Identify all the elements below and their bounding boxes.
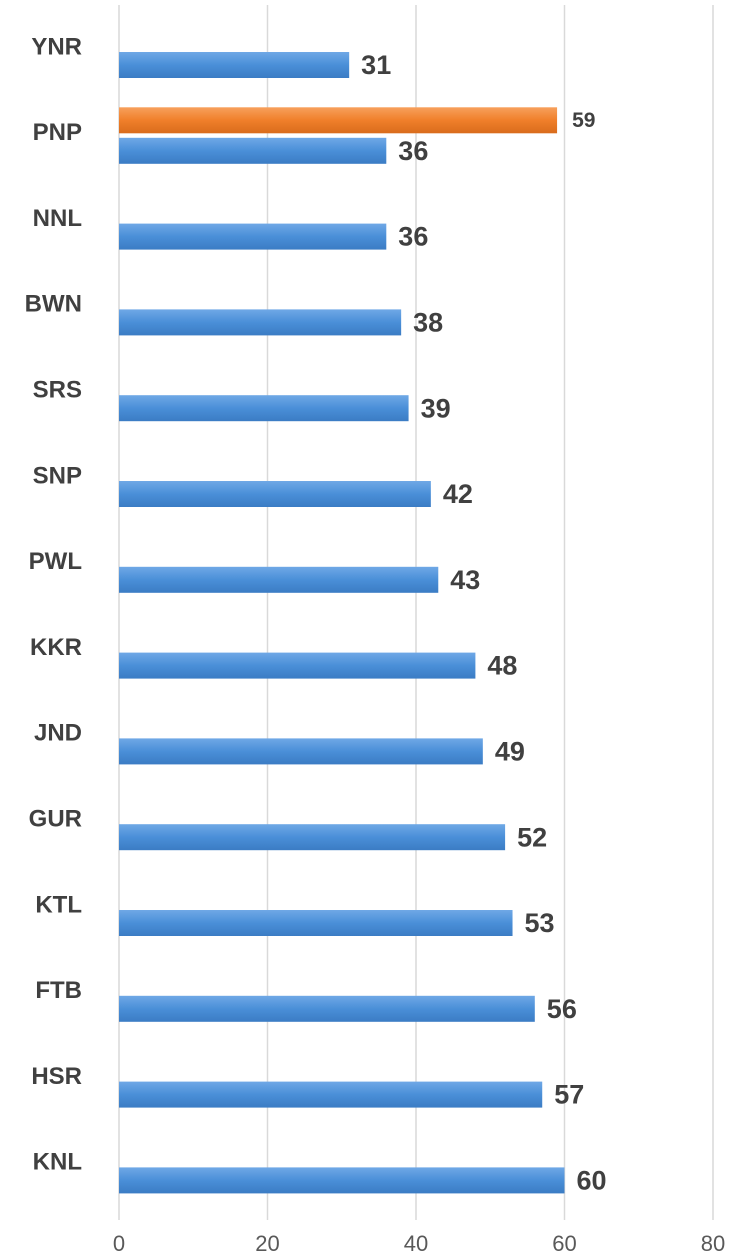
category-label: SRS bbox=[33, 377, 82, 404]
category-label: FTB bbox=[35, 977, 82, 1004]
category-label: NNL bbox=[33, 205, 82, 232]
category-label: PWL bbox=[29, 548, 82, 575]
data-label: 48 bbox=[487, 651, 517, 681]
data-label: 49 bbox=[495, 737, 525, 767]
x-tick-label: 0 bbox=[113, 1231, 125, 1256]
category-label: KTL bbox=[35, 891, 82, 918]
data-label: 36 bbox=[398, 136, 428, 166]
category-label: JND bbox=[34, 720, 82, 747]
bar bbox=[119, 910, 513, 936]
data-label: 57 bbox=[554, 1080, 584, 1110]
bar bbox=[119, 223, 387, 250]
data-label: 31 bbox=[361, 50, 391, 80]
data-label: 43 bbox=[450, 565, 480, 595]
category-label: BWN bbox=[25, 291, 82, 318]
category-label: SNP bbox=[33, 462, 82, 489]
data-label: 59 bbox=[572, 109, 595, 132]
data-label: 56 bbox=[547, 994, 577, 1024]
bar bbox=[119, 137, 387, 164]
category-label: GUR bbox=[29, 806, 82, 833]
bar bbox=[119, 738, 483, 765]
bar bbox=[119, 1081, 543, 1108]
category-label: HSR bbox=[31, 1063, 82, 1090]
data-label: 39 bbox=[421, 393, 451, 423]
category-label: PNP bbox=[33, 119, 82, 146]
bar bbox=[119, 107, 558, 134]
data-label: 42 bbox=[443, 479, 473, 509]
x-tick-label: 80 bbox=[701, 1231, 725, 1256]
bar bbox=[119, 824, 506, 851]
bar bbox=[119, 566, 439, 593]
data-label: 53 bbox=[525, 908, 555, 938]
x-tick-label: 60 bbox=[552, 1231, 576, 1256]
bar bbox=[119, 52, 350, 78]
bar bbox=[119, 395, 409, 422]
bar bbox=[119, 995, 535, 1022]
x-tick-label: 40 bbox=[404, 1231, 428, 1256]
category-label: KNL bbox=[33, 1149, 82, 1176]
data-label: 38 bbox=[413, 308, 443, 338]
data-label: 36 bbox=[398, 222, 428, 252]
bar bbox=[119, 481, 431, 507]
x-tick-label: 20 bbox=[255, 1231, 279, 1256]
data-label: 52 bbox=[517, 822, 547, 852]
bar bbox=[119, 309, 402, 336]
category-label: YNR bbox=[31, 33, 82, 60]
data-label: 60 bbox=[577, 1166, 607, 1196]
category-label: KKR bbox=[30, 634, 82, 661]
bar bbox=[119, 652, 476, 679]
bar bbox=[119, 1167, 565, 1194]
